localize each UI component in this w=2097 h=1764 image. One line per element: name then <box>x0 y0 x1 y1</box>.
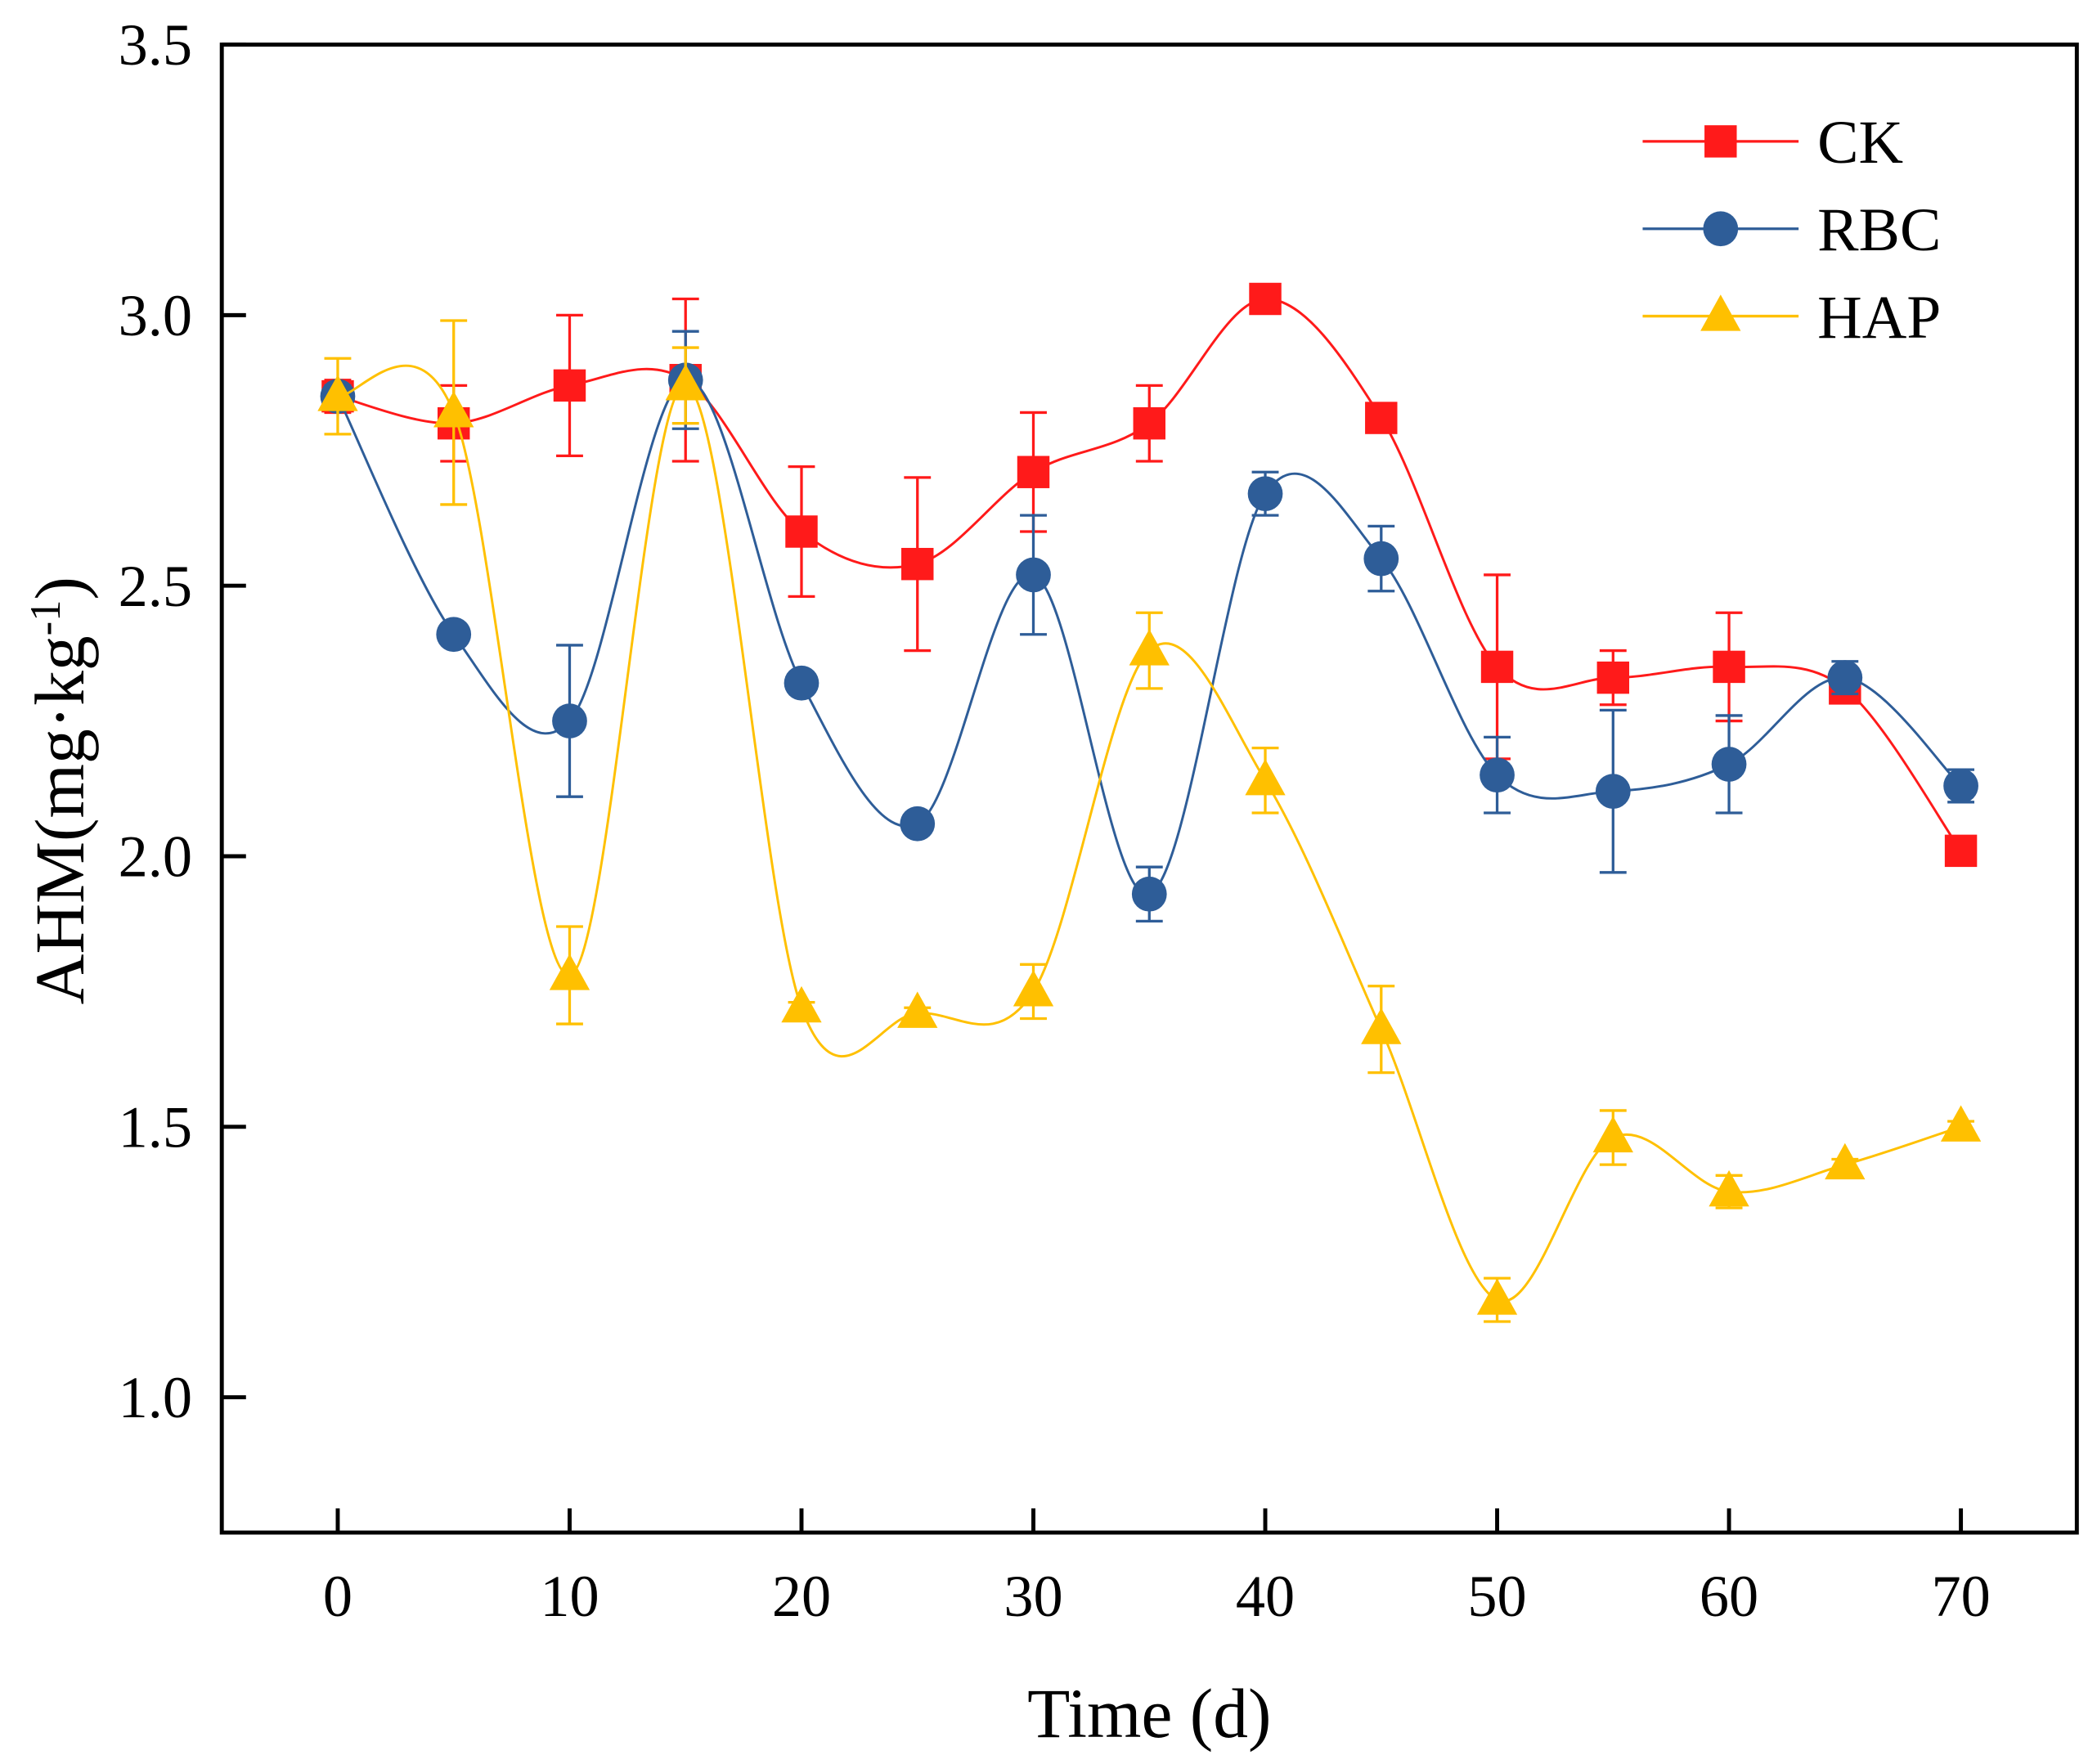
data-point <box>900 806 936 842</box>
x-tick-label: 0 <box>323 1564 352 1629</box>
x-axis-label: Time (d) <box>1027 1676 1271 1753</box>
legend-item-rbc: RBC <box>1642 196 1941 264</box>
data-point <box>897 991 938 1028</box>
data-point <box>785 515 818 548</box>
x-tick-label: 50 <box>1467 1564 1526 1629</box>
data-point <box>1596 661 1630 694</box>
data-point <box>1709 1169 1749 1207</box>
data-point <box>1476 1278 1518 1315</box>
data-point <box>317 375 358 411</box>
data-point <box>1363 541 1399 577</box>
data-point <box>1249 282 1282 316</box>
data-point <box>1016 557 1051 593</box>
legend-item-ck: CK <box>1642 109 1903 177</box>
data-point <box>1480 650 1514 684</box>
data-point <box>1133 406 1165 440</box>
data-point <box>1017 456 1050 488</box>
data-point <box>1129 629 1170 666</box>
y-tick-label: 3.0 <box>119 283 192 348</box>
y-tick-label: 2.0 <box>119 824 192 890</box>
data-point <box>1131 876 1167 912</box>
legend-marker <box>1700 294 1741 331</box>
x-tick-label: 60 <box>1700 1564 1758 1629</box>
series-hap <box>317 319 1982 1323</box>
data-point <box>1245 759 1286 796</box>
data-point <box>1944 834 1978 868</box>
y-tick-label: 1.0 <box>119 1365 192 1430</box>
data-point <box>1595 774 1631 809</box>
data-point <box>433 391 474 428</box>
data-point <box>665 364 706 401</box>
legend-label: CK <box>1817 109 1903 177</box>
y-tick-label: 2.5 <box>119 554 192 619</box>
data-point <box>1013 970 1054 1007</box>
data-point <box>1480 757 1515 793</box>
legend-marker <box>1703 211 1739 247</box>
legend-label: HAP <box>1817 284 1941 352</box>
x-tick-label: 30 <box>1004 1564 1062 1629</box>
data-point <box>1365 402 1398 434</box>
data-point <box>552 703 587 738</box>
data-point <box>1940 1105 1982 1142</box>
x-tick-label: 10 <box>540 1564 599 1629</box>
data-point <box>1247 476 1283 512</box>
data-point <box>784 665 819 701</box>
series-line <box>337 364 1962 1303</box>
legend-item-hap: HAP <box>1642 284 1941 352</box>
series-rbc <box>320 330 1978 923</box>
data-point <box>1943 768 1978 804</box>
data-point <box>901 547 934 581</box>
series-line <box>337 298 1962 852</box>
legend-label: RBC <box>1817 196 1941 264</box>
data-point <box>436 617 472 653</box>
y-axis-label: AHM(mg·kg-1) <box>22 577 99 1004</box>
data-point <box>553 369 586 402</box>
data-point <box>1825 1142 1866 1180</box>
data-point <box>1713 650 1745 684</box>
data-point <box>549 954 590 990</box>
y-tick-label: 3.5 <box>119 12 192 78</box>
data-point <box>1592 1115 1633 1153</box>
x-tick-label: 70 <box>1931 1564 1990 1629</box>
y-tick-label: 1.5 <box>119 1094 192 1160</box>
data-point <box>1711 747 1747 782</box>
data-point <box>1361 1008 1402 1044</box>
plot-frame <box>219 43 2079 1535</box>
x-tick-label: 20 <box>772 1564 831 1629</box>
x-tick-label: 40 <box>1236 1564 1295 1629</box>
data-point <box>1827 660 1863 696</box>
legend-marker <box>1704 125 1737 158</box>
data-point <box>781 985 822 1023</box>
